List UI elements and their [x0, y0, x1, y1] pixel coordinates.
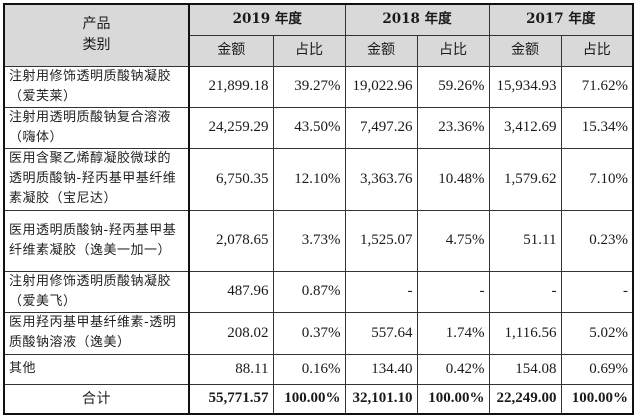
ratio-2018: 10.48%: [416, 147, 490, 211]
amount-2017: -: [488, 270, 562, 313]
amount-header-2019: 金额: [188, 34, 274, 67]
product-label-line2: 类别: [82, 37, 111, 54]
product-name: 医用羟丙基甲基纤维素-透明质酸钠溶液（逸美）: [3, 311, 190, 355]
amount-2019: 24,259.29: [188, 106, 274, 149]
table-row: 注射用透明质酸钠复合溶液（嗨体） 24,259.29 43.50% 7,497.…: [3, 106, 634, 149]
total-amount-2018: 32,101.10: [344, 383, 418, 415]
total-amount-2017: 22,249.00: [488, 383, 562, 415]
table-row: 其他 88.11 0.16% 134.40 0.42% 154.08 0.69%: [3, 353, 634, 385]
ratio-2019: 39.27%: [272, 65, 346, 108]
ratio-2019: 0.87%: [272, 270, 346, 313]
total-label: 合计: [3, 383, 190, 415]
table-row: 注射用修饰透明质酸钠凝胶（爱美飞） 487.96 0.87% - - - -: [3, 270, 634, 313]
ratio-2018: 23.36%: [416, 106, 490, 149]
amount-2018: 19,022.96: [344, 65, 418, 108]
amount-2018: 7,497.26: [344, 106, 418, 149]
ratio-2018: 0.42%: [416, 353, 490, 385]
amount-header-2018: 金额: [344, 34, 418, 67]
ratio-2019: 43.50%: [272, 106, 346, 149]
table-row: 注射用修饰透明质酸钠凝胶（爱芙莱） 21,899.18 39.27% 19,02…: [3, 65, 634, 108]
amount-2018: -: [344, 270, 418, 313]
ratio-2017: -: [560, 270, 634, 313]
total-ratio-2019: 100.00%: [272, 383, 346, 415]
amount-2019: 2,078.65: [188, 209, 274, 272]
amount-2018: 3,363.76: [344, 147, 418, 211]
amount-2019: 88.11: [188, 353, 274, 385]
ratio-2018: -: [416, 270, 490, 313]
amount-2017: 1,116.56: [488, 311, 562, 355]
product-name: 注射用修饰透明质酸钠凝胶（爱美飞）: [3, 270, 190, 313]
amount-2018: 557.64: [344, 311, 418, 355]
amount-header-2017: 金额: [488, 34, 562, 67]
product-category-header: 产品 类别: [3, 3, 190, 67]
ratio-2019: 3.73%: [272, 209, 346, 272]
ratio-2019: 0.37%: [272, 311, 346, 355]
ratio-2019: 0.16%: [272, 353, 346, 385]
ratio-2017: 71.62%: [560, 65, 634, 108]
table-row: 医用羟丙基甲基纤维素-透明质酸钠溶液（逸美） 208.02 0.37% 557.…: [3, 311, 634, 355]
total-ratio-2018: 100.00%: [416, 383, 490, 415]
total-row: 合计 55,771.57 100.00% 32,101.10 100.00% 2…: [3, 383, 634, 415]
product-name: 注射用修饰透明质酸钠凝胶（爱芙莱）: [3, 65, 190, 108]
product-name: 医用透明质酸钠-羟丙基甲基纤维素凝胶（逸美一加一）: [3, 209, 190, 272]
ratio-2017: 15.34%: [560, 106, 634, 149]
amount-2017: 3,412.69: [488, 106, 562, 149]
year-2019-header: 2019 年度: [188, 3, 346, 36]
total-ratio-2017: 100.00%: [560, 383, 634, 415]
ratio-2017: 0.23%: [560, 209, 634, 272]
amount-2019: 6,750.35: [188, 147, 274, 211]
amount-2019: 21,899.18: [188, 65, 274, 108]
ratio-2018: 4.75%: [416, 209, 490, 272]
ratio-2017: 7.10%: [560, 147, 634, 211]
total-amount-2019: 55,771.57: [188, 383, 274, 415]
ratio-2017: 5.02%: [560, 311, 634, 355]
ratio-2019: 12.10%: [272, 147, 346, 211]
product-revenue-table: 产品 类别 2019 年度 2018 年度 2017 年度 金额 占比 金额 占…: [3, 3, 634, 415]
amount-2017: 15,934.93: [488, 65, 562, 108]
table-row: 医用含聚乙烯醇凝胶微球的透明质酸钠-羟丙基甲基纤维素凝胶（宝尼达） 6,750.…: [3, 147, 634, 211]
year-2017-header: 2017 年度: [488, 3, 634, 36]
ratio-2018: 59.26%: [416, 65, 490, 108]
ratio-2017: 0.69%: [560, 353, 634, 385]
amount-2018: 1,525.07: [344, 209, 418, 272]
year-2018-header: 2018 年度: [344, 3, 490, 36]
ratio-header-2018: 占比: [416, 34, 490, 67]
amount-2017: 1,579.62: [488, 147, 562, 211]
product-name: 其他: [3, 353, 190, 385]
product-name: 医用含聚乙烯醇凝胶微球的透明质酸钠-羟丙基甲基纤维素凝胶（宝尼达）: [3, 147, 190, 211]
amount-2019: 208.02: [188, 311, 274, 355]
ratio-header-2019: 占比: [272, 34, 346, 67]
product-label-line1: 产品: [82, 16, 111, 33]
table-row: 医用透明质酸钠-羟丙基甲基纤维素凝胶（逸美一加一） 2,078.65 3.73%…: [3, 209, 634, 272]
product-name: 注射用透明质酸钠复合溶液（嗨体）: [3, 106, 190, 149]
amount-2018: 134.40: [344, 353, 418, 385]
amount-2019: 487.96: [188, 270, 274, 313]
amount-2017: 154.08: [488, 353, 562, 385]
amount-2017: 51.11: [488, 209, 562, 272]
ratio-2018: 1.74%: [416, 311, 490, 355]
ratio-header-2017: 占比: [560, 34, 634, 67]
